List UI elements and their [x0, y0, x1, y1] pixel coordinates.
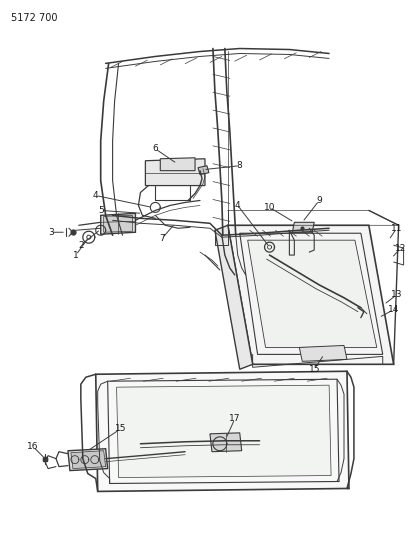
Text: 8: 8 [237, 161, 243, 170]
Polygon shape [96, 372, 349, 491]
Text: 10: 10 [264, 203, 275, 212]
Text: 3: 3 [48, 228, 54, 237]
Text: 5172 700: 5172 700 [11, 13, 58, 23]
Text: 6: 6 [153, 144, 158, 154]
Polygon shape [210, 433, 242, 451]
Text: 7: 7 [160, 233, 165, 243]
Polygon shape [215, 225, 253, 369]
Polygon shape [228, 225, 394, 365]
Polygon shape [71, 451, 106, 469]
Text: 9: 9 [316, 196, 322, 205]
Polygon shape [101, 213, 135, 234]
Text: 1: 1 [73, 251, 79, 260]
Polygon shape [117, 385, 331, 478]
Text: 11: 11 [391, 224, 402, 233]
Polygon shape [160, 158, 195, 171]
Text: 16: 16 [27, 442, 39, 451]
Polygon shape [293, 222, 314, 232]
Polygon shape [145, 159, 205, 185]
Polygon shape [68, 449, 108, 471]
Polygon shape [248, 240, 377, 348]
Polygon shape [198, 166, 209, 175]
Text: 15: 15 [115, 424, 126, 433]
Text: 15: 15 [308, 365, 320, 374]
Text: 4: 4 [235, 201, 241, 210]
Text: 13: 13 [391, 290, 402, 300]
Text: 5: 5 [98, 206, 104, 215]
Text: 4: 4 [93, 191, 99, 200]
Text: 14: 14 [388, 305, 399, 314]
Text: 17: 17 [229, 415, 240, 423]
Text: 2: 2 [78, 240, 84, 249]
Polygon shape [299, 345, 347, 361]
Text: 12: 12 [395, 244, 406, 253]
Polygon shape [104, 215, 133, 232]
